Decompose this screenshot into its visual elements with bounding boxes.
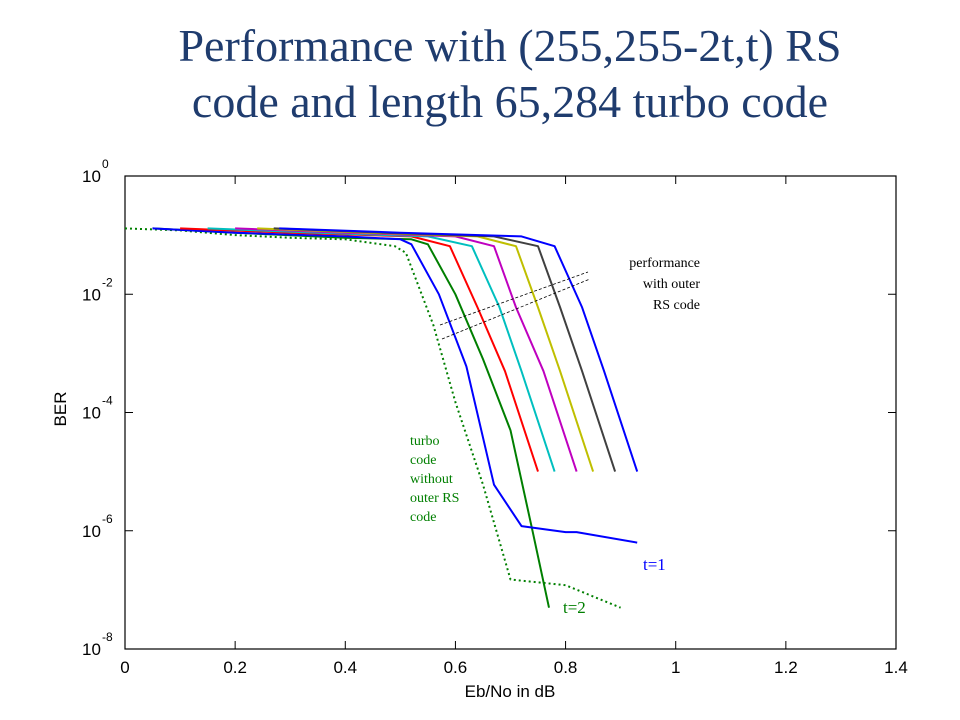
series-line-3	[180, 227, 539, 472]
series-line-8	[279, 227, 639, 472]
turbo-only-annotation-line: code	[410, 510, 436, 525]
series-line-2	[152, 227, 638, 544]
y-tick-exponent: -8	[102, 630, 113, 644]
x-tick-label: 1	[671, 658, 680, 677]
x-tick-label: 0.4	[333, 658, 357, 677]
y-tick-label: 10	[82, 522, 101, 541]
y-tick-exponent: -4	[102, 394, 113, 408]
x-tick-label: 1.4	[884, 658, 908, 677]
y-tick-label: 10	[82, 640, 101, 659]
chart-title: Performance with (255,255-2t,t) RS code …	[60, 18, 960, 130]
y-axis-label: BER	[51, 392, 70, 427]
outer-rs-annotation-line: performance	[629, 256, 700, 271]
y-tick-label: 10	[82, 285, 101, 304]
x-tick-label: 0.6	[444, 658, 468, 677]
outer-rs-annotation-line: RS code	[653, 298, 700, 313]
chart-title-line-2: code and length 65,284 turbo code	[191, 76, 829, 127]
outer-rs-annotation-line: with outer	[643, 277, 700, 292]
x-axis-label: Eb/No in dB	[465, 682, 556, 701]
y-tick-exponent: -6	[102, 512, 113, 526]
x-tick-label: 0	[120, 658, 129, 677]
y-tick-exponent: -2	[102, 275, 113, 289]
t2-label: t=2	[563, 598, 586, 617]
turbo-only-annotation-line: without	[410, 472, 453, 487]
turbo-only-annotation-line: code	[410, 453, 436, 468]
turbo-only-annotation-line: outer RS	[410, 491, 459, 506]
x-tick-label: 0.8	[554, 658, 578, 677]
outer-rs-pointer-upper	[439, 271, 589, 326]
t1-label: t=1	[643, 555, 666, 574]
outer-rs-pointer-lower	[441, 278, 591, 340]
turbo-only-series-line	[124, 227, 621, 609]
y-tick-label: 10	[82, 404, 101, 423]
turbo-only-annotation-line: turbo	[410, 434, 440, 449]
chart-title-line-1: Performance with (255,255-2t,t) RS	[178, 20, 842, 71]
y-tick-label: 10	[82, 167, 101, 186]
y-tick-exponent: 0	[102, 157, 109, 171]
series-line-4	[207, 227, 556, 472]
x-tick-label: 0.2	[223, 658, 247, 677]
x-tick-label: 1.2	[774, 658, 798, 677]
